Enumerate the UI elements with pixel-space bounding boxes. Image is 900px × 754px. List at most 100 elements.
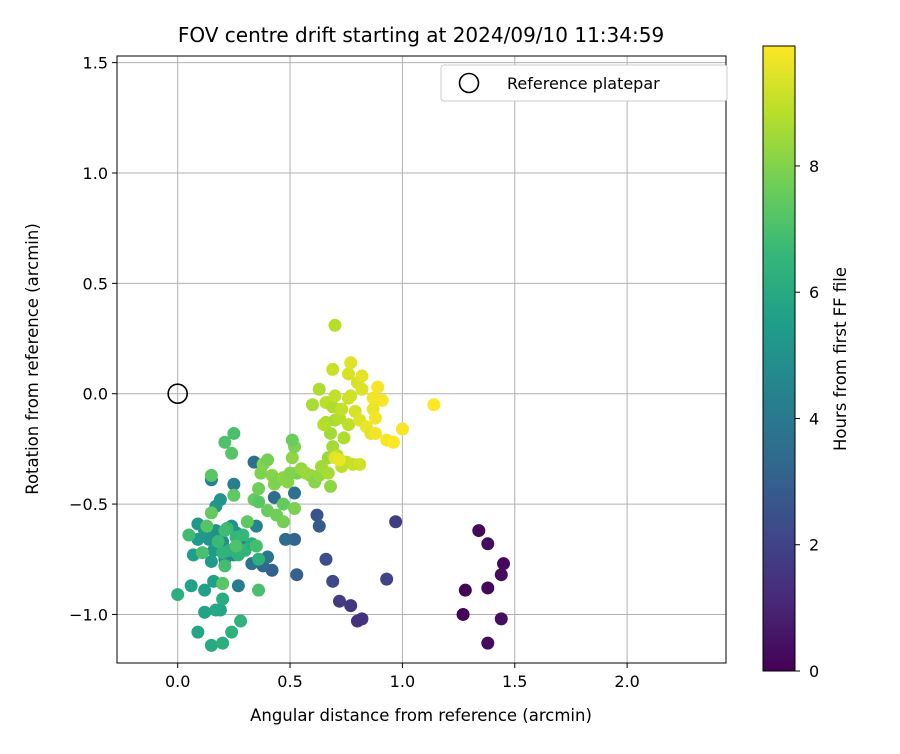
data-point	[216, 636, 230, 650]
colorbar-tick-label: 0	[809, 662, 819, 681]
data-point	[240, 515, 254, 529]
data-point	[494, 568, 508, 582]
data-point	[481, 581, 495, 595]
data-point	[337, 431, 351, 445]
data-point	[332, 453, 346, 467]
data-point	[344, 599, 358, 613]
data-point	[353, 457, 367, 471]
x-axis-title: Angular distance from reference (arcmin)	[250, 706, 592, 725]
colorbar-ticks: 0 2 4 6 8	[795, 157, 819, 681]
data-point	[494, 612, 508, 626]
chart-title: FOV centre drift starting at 2024/09/10 …	[178, 23, 664, 47]
data-point	[285, 433, 299, 447]
data-point	[252, 482, 266, 496]
legend: Reference platepar	[440, 64, 728, 102]
data-point	[252, 495, 266, 509]
data-point	[386, 435, 400, 449]
data-point	[323, 479, 337, 493]
data-point	[227, 477, 241, 491]
x-tick-label: 2.0	[614, 672, 639, 691]
data-point	[191, 625, 205, 639]
data-point	[211, 535, 225, 549]
colorbar-tick-label: 8	[809, 157, 819, 176]
data-point	[184, 579, 198, 593]
data-point	[236, 528, 250, 542]
data-point	[261, 453, 275, 467]
data-point	[350, 614, 364, 628]
data-point	[227, 488, 241, 502]
data-point	[481, 636, 495, 650]
data-point	[216, 592, 230, 606]
data-point	[427, 398, 441, 412]
data-point	[317, 418, 331, 432]
data-point	[332, 594, 346, 608]
data-point	[249, 539, 263, 553]
colorbar-tick-label: 6	[809, 283, 819, 302]
data-point	[267, 490, 281, 504]
data-point	[227, 426, 241, 440]
data-point	[323, 426, 337, 440]
colorbar-title: Hours from first FF file	[831, 267, 850, 451]
data-points	[171, 318, 511, 652]
data-point	[458, 583, 472, 597]
data-point	[225, 446, 239, 460]
data-point	[497, 557, 511, 571]
y-axis-ticks: −1.0 −0.5 0.0 0.5 1.0 1.5	[69, 54, 117, 624]
colorbar-tick-label: 4	[809, 409, 819, 428]
y-tick-label: 1.0	[83, 164, 108, 183]
x-tick-label: 1.0	[390, 672, 415, 691]
data-point	[344, 356, 358, 370]
data-point	[310, 508, 324, 522]
data-point	[456, 607, 470, 621]
data-point	[344, 389, 358, 403]
data-point	[204, 506, 218, 520]
data-point	[299, 466, 313, 480]
data-point	[195, 546, 209, 560]
data-point	[341, 418, 355, 432]
data-point	[288, 501, 302, 515]
data-point	[218, 435, 232, 449]
data-point	[229, 539, 243, 553]
data-point	[319, 552, 333, 566]
data-point	[171, 588, 185, 602]
x-tick-label: 0.5	[277, 672, 302, 691]
data-point	[218, 524, 232, 538]
colorbar-gradient	[762, 45, 796, 672]
data-point	[288, 532, 302, 546]
reference-platepar-marker	[167, 383, 188, 405]
colorbar-tick-label: 2	[809, 536, 819, 555]
data-point	[341, 367, 355, 381]
y-tick-label: −1.0	[69, 605, 108, 624]
data-point	[326, 362, 340, 376]
data-point	[252, 552, 266, 566]
data-point	[198, 583, 212, 597]
data-point	[368, 426, 382, 440]
y-tick-label: −0.5	[69, 495, 108, 514]
data-point	[209, 603, 223, 617]
legend-marker-reference	[458, 72, 480, 94]
data-point	[225, 625, 239, 639]
y-axis-title: Rotation from reference (arcmin)	[23, 223, 42, 495]
data-point	[283, 466, 297, 480]
data-point	[216, 577, 230, 591]
data-point	[290, 568, 304, 582]
data-point	[368, 411, 382, 425]
data-point	[355, 382, 369, 396]
data-point	[312, 382, 326, 396]
data-point	[328, 318, 342, 332]
data-point	[276, 515, 290, 529]
data-point	[335, 402, 349, 416]
legend-label-reference: Reference platepar	[507, 74, 660, 93]
data-point	[481, 537, 495, 551]
data-point	[204, 638, 218, 652]
data-point	[375, 393, 389, 407]
y-tick-label: 0.5	[83, 274, 108, 293]
y-tick-label: 1.5	[83, 54, 108, 73]
data-point	[252, 583, 266, 597]
grid-lines	[117, 56, 726, 663]
x-tick-label: 1.5	[502, 672, 527, 691]
data-point	[312, 519, 326, 533]
data-point	[216, 546, 230, 560]
data-point	[328, 389, 342, 403]
